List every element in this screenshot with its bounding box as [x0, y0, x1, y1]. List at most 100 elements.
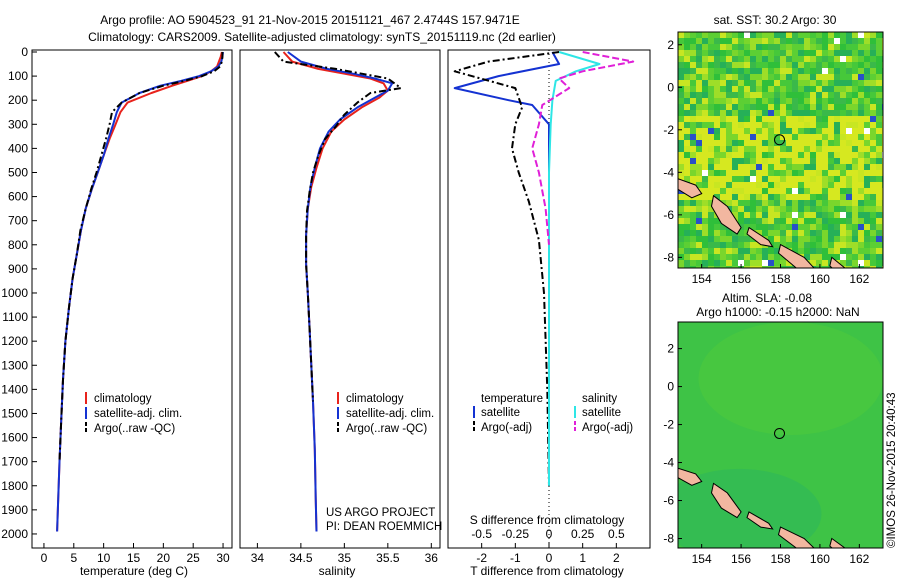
- sst-cell: [744, 176, 750, 182]
- sst-cell: [702, 248, 708, 254]
- sst-cell: [780, 116, 786, 122]
- x-tick-label: 0: [41, 551, 48, 565]
- sst-cell: [810, 158, 816, 164]
- sst-cell: [786, 242, 792, 248]
- sst-cell: [858, 92, 864, 98]
- sst-cell: [780, 62, 786, 68]
- sst-cell: [678, 56, 684, 62]
- sst-cell: [714, 56, 720, 62]
- sst-cell: [798, 56, 804, 62]
- sst-cell: [810, 182, 816, 188]
- sst-cell: [708, 50, 714, 56]
- sst-cell: [876, 218, 882, 224]
- sst-cell: [822, 230, 828, 236]
- sst-cell: [852, 38, 858, 44]
- sst-cell: [690, 206, 696, 212]
- sst-cell: [678, 158, 684, 164]
- sst-cell: [864, 260, 870, 266]
- sst-cell: [792, 104, 798, 110]
- sst-cell: [696, 170, 702, 176]
- sst-cell: [714, 110, 720, 116]
- sst-cell: [816, 200, 822, 206]
- sst-cell: [834, 110, 840, 116]
- sst-cell: [702, 218, 708, 224]
- sst-cell: [810, 152, 816, 158]
- sst-cell: [744, 146, 750, 152]
- sst-cell: [846, 140, 852, 146]
- sst-cell: [696, 110, 702, 116]
- sst-cell: [696, 158, 702, 164]
- sst-cell: [792, 146, 798, 152]
- sst-cell: [702, 86, 708, 92]
- sst-cell: [762, 128, 768, 134]
- sst-cell: [750, 170, 756, 176]
- sst-cell: [858, 146, 864, 152]
- sst-cell: [786, 200, 792, 206]
- sst-cell: [864, 134, 870, 140]
- sst-cell: [858, 116, 864, 122]
- sst-cell: [762, 254, 768, 260]
- sst-cell: [756, 32, 762, 38]
- sst-cell: [696, 50, 702, 56]
- sst-cell: [720, 188, 726, 194]
- sst-cell: [714, 158, 720, 164]
- sst-cell: [840, 254, 846, 260]
- legend-label-argo: Argo(..raw -QC): [346, 423, 427, 435]
- sst-cell: [828, 44, 834, 50]
- sst-cell: [864, 242, 870, 248]
- x-tick-label: 2: [613, 551, 620, 565]
- sst-cell: [864, 122, 870, 128]
- sst-cell: [762, 116, 768, 122]
- sst-cell: [834, 158, 840, 164]
- sst-cell: [690, 254, 696, 260]
- sst-cell: [756, 206, 762, 212]
- sst-cell: [786, 74, 792, 80]
- sst-cell: [756, 188, 762, 194]
- sst-cell: [858, 206, 864, 212]
- sst-cell: [816, 176, 822, 182]
- sst-cell: [828, 122, 834, 128]
- lat-tick-label: -6: [663, 208, 674, 222]
- sst-cell: [714, 86, 720, 92]
- sst-cell: [876, 86, 882, 92]
- sst-cell: [780, 158, 786, 164]
- sst-cell: [822, 254, 828, 260]
- sst-cell: [870, 194, 876, 200]
- satellite-adj-line: [56, 51, 224, 532]
- sst-cell: [690, 158, 696, 164]
- sst-cell: [780, 182, 786, 188]
- depth-tick-label: 100: [8, 69, 28, 83]
- sst-cell: [720, 110, 726, 116]
- sst-cell: [756, 212, 762, 218]
- sst-cell: [690, 260, 696, 266]
- sst-cell: [678, 68, 684, 74]
- sst-cell: [714, 134, 720, 140]
- sst-cell: [744, 32, 750, 38]
- sst-cell: [762, 200, 768, 206]
- sst-cell: [840, 170, 846, 176]
- sst-cell: [846, 176, 852, 182]
- sst-cell: [780, 98, 786, 104]
- sst-cell: [858, 236, 864, 242]
- temperature-axis-label: temperature (deg C): [80, 564, 188, 578]
- sst-cell: [756, 230, 762, 236]
- s-diff-tick-label: -0.5: [471, 527, 492, 541]
- sst-cell: [846, 254, 852, 260]
- sst-cell: [822, 152, 828, 158]
- depth-tick-label: 1200: [1, 334, 28, 348]
- sst-cell: [834, 200, 840, 206]
- sst-cell: [864, 176, 870, 182]
- depth-axis: 0 100 200 300 400 500 600 700 800 900 1000 1100 1200…: [1, 45, 37, 541]
- sst-cell: [804, 218, 810, 224]
- sst-cell: [756, 116, 762, 122]
- sst-cell: [864, 212, 870, 218]
- sst-cell: [726, 176, 732, 182]
- sst-cell: [828, 86, 834, 92]
- sst-cell: [702, 122, 708, 128]
- depth-tick-label: 300: [8, 117, 28, 131]
- sst-cell: [768, 38, 774, 44]
- sst-cell: [696, 230, 702, 236]
- sst-cell: [810, 98, 816, 104]
- sst-cell: [756, 146, 762, 152]
- x-tick-label: 35.5: [376, 551, 400, 565]
